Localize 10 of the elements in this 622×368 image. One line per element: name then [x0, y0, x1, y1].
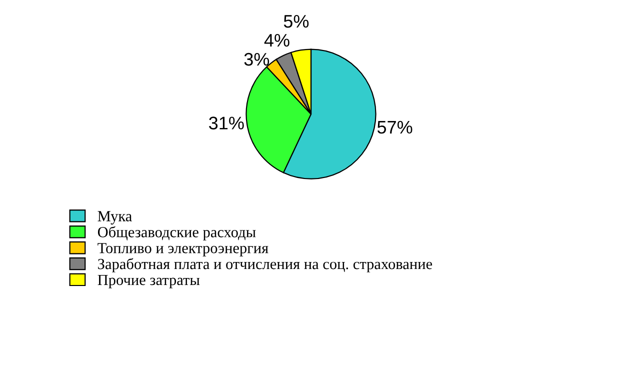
data-label: 5%	[284, 14, 309, 28]
legend-label: Топливо и электроэнергия	[98, 243, 268, 256]
legend-label: Мука	[98, 211, 132, 224]
data-label: 31%	[209, 116, 244, 130]
legend-label: Общезаводские расходы	[98, 226, 256, 240]
data-label: 57%	[377, 120, 412, 134]
data-label: 3%	[244, 52, 270, 66]
legend-label: Заработная плата и отчисления на соц. страхование	[98, 258, 432, 272]
data-label: 4%	[264, 34, 290, 47]
legend-label: Прочие затраты	[98, 274, 200, 288]
